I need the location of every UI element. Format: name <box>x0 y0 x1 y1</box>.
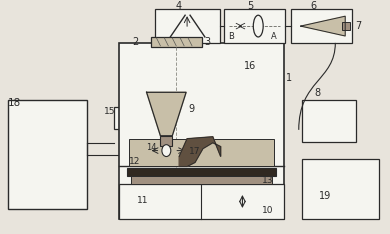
Text: 4: 4 <box>175 1 181 11</box>
Bar <box>119 43 284 219</box>
Text: 17: 17 <box>189 147 200 156</box>
Text: B: B <box>229 32 234 41</box>
Text: A: A <box>271 32 277 41</box>
Text: 1: 1 <box>286 73 292 83</box>
Text: 7: 7 <box>355 21 361 31</box>
Bar <box>119 184 284 219</box>
Text: 5: 5 <box>247 1 254 11</box>
Bar <box>114 107 126 129</box>
Text: 18: 18 <box>8 98 21 108</box>
Bar <box>129 139 274 166</box>
Bar <box>127 168 276 176</box>
Text: 11: 11 <box>137 197 148 205</box>
Ellipse shape <box>162 145 171 157</box>
Bar <box>223 9 285 43</box>
Ellipse shape <box>253 15 263 37</box>
Bar <box>131 176 272 184</box>
Bar <box>302 160 379 219</box>
Polygon shape <box>179 137 221 166</box>
Bar <box>302 100 356 142</box>
Text: 12: 12 <box>129 157 140 166</box>
Bar <box>342 22 350 30</box>
Text: 6: 6 <box>310 1 317 11</box>
Text: 10: 10 <box>262 206 274 215</box>
Text: 19: 19 <box>319 191 331 201</box>
Polygon shape <box>147 92 186 136</box>
Text: 15: 15 <box>104 107 115 116</box>
Text: 2: 2 <box>133 37 139 47</box>
Polygon shape <box>301 16 345 36</box>
Text: 9: 9 <box>188 104 194 114</box>
Text: 13: 13 <box>262 176 274 185</box>
Text: 3: 3 <box>204 37 210 47</box>
Bar <box>160 136 172 146</box>
Text: 8: 8 <box>315 88 321 98</box>
Text: 14: 14 <box>147 143 157 152</box>
Bar <box>156 9 220 43</box>
Text: 16: 16 <box>245 61 257 71</box>
Bar <box>151 37 202 47</box>
Bar <box>8 100 87 209</box>
Bar <box>291 9 352 43</box>
